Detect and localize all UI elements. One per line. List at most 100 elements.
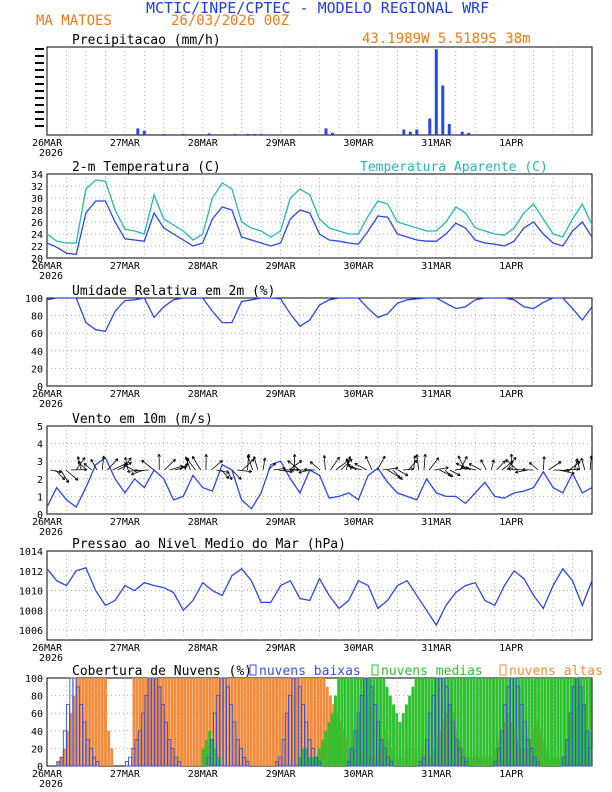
cloud-mid-bar — [479, 678, 483, 766]
wind-arrow-head — [576, 459, 578, 463]
cloud-high-bar — [180, 678, 183, 766]
cloud-mid-bar — [417, 678, 421, 766]
cloud-high-bar — [97, 678, 101, 766]
precip-bar — [181, 133, 185, 135]
wind-arrow-head — [124, 456, 128, 460]
header-title: MCTIC/INPE/CPTEC - MODELO REGIONAL WRF — [146, 0, 489, 17]
wind-arrow-head — [186, 463, 189, 467]
x-tick-label: 26MAR — [32, 389, 63, 400]
x-tick-label: 1APR — [499, 261, 524, 272]
wind-arrow — [141, 460, 155, 471]
apparent-temp-line — [46, 179, 593, 244]
wind-arrow-head — [451, 473, 453, 478]
cloud-high-bar — [161, 678, 164, 766]
wind-arrow-head — [248, 453, 251, 457]
wind-arrow-head — [480, 459, 484, 462]
x-tick-label: 28MAR — [188, 138, 219, 149]
precip-bar — [434, 49, 438, 136]
wind-arrow-head — [581, 457, 584, 461]
wind-arrow — [112, 462, 128, 471]
y-tick-label: 80 — [31, 692, 43, 703]
wind-arrow — [457, 455, 466, 471]
y-tick-label: 0 — [37, 762, 43, 773]
wind-arrow-head — [90, 458, 94, 462]
y-tick-label: 1006 — [19, 626, 43, 637]
precip-bar — [142, 130, 146, 135]
legend-apparent-temp: Temperatura Aparente (C) — [360, 160, 548, 175]
wind-arrow-head — [58, 471, 62, 474]
wind-arrow-head — [157, 453, 160, 457]
y-tick-label: 100 — [25, 674, 43, 685]
wind-arrow-head — [464, 456, 468, 459]
wind-arrow-head — [413, 455, 416, 459]
header-coords: 43.1989W 5.5189S 38m — [362, 31, 531, 47]
cloud-high-bar — [249, 678, 253, 766]
cloud-mid-bar — [304, 748, 308, 766]
cloud-low-bar — [317, 761, 322, 767]
legend-low-clouds: nuvens baixas — [259, 664, 361, 679]
cloud-high-bar — [208, 678, 212, 766]
cloud-low-bar — [588, 747, 593, 767]
cloud-low-bar — [177, 761, 181, 767]
wind-arrow-head — [424, 453, 427, 457]
wind-arrow-head — [300, 460, 303, 464]
pressure-line — [46, 567, 593, 627]
precip-bar — [447, 124, 451, 135]
wind-arrow-head — [264, 457, 267, 461]
x-tick-label: 29MAR — [266, 517, 297, 528]
x-tick-label: 30MAR — [343, 769, 374, 780]
wind-arrow — [65, 469, 79, 481]
wind-arrow — [55, 469, 65, 480]
cloud-high-bar — [262, 678, 266, 766]
cloud-mid-bar — [550, 678, 554, 766]
wind-arrow-head — [123, 464, 126, 468]
cloud-high-bar — [75, 678, 79, 766]
wind-arrow-head — [172, 458, 176, 461]
wind-arrow-head — [350, 459, 353, 463]
wind-arrow — [330, 456, 340, 471]
wind-arrow — [288, 460, 303, 471]
precip-bar — [408, 131, 412, 135]
wind-arrow — [354, 463, 368, 471]
cloud-mid-bar — [404, 704, 408, 766]
wind-arrow-head — [468, 463, 472, 467]
y-tick-label: 40 — [31, 727, 43, 738]
cloud-mid-bar — [566, 678, 570, 766]
wind-arrow — [192, 456, 202, 471]
wind-arrow-head — [346, 458, 350, 461]
y-tick-label: 5 — [37, 422, 43, 433]
cloud-mid-bar — [488, 678, 492, 766]
wind-arrow-head — [528, 462, 531, 466]
wind-arrow-head — [415, 460, 418, 464]
x-tick-label: 31MAR — [421, 643, 452, 654]
wind-arrow-head — [507, 468, 511, 471]
cloud-high-bar — [240, 678, 244, 766]
cloud-mid-bar — [385, 686, 389, 766]
wind-arrow — [226, 469, 233, 480]
precip-bar — [330, 132, 334, 135]
cloud-mid-bar — [408, 695, 412, 766]
cloud-low-bar — [124, 761, 129, 767]
wind-arrow-head — [289, 469, 293, 473]
wind-arrow-head — [465, 466, 469, 469]
cloud-high-bar — [275, 678, 279, 766]
wind-arrow — [134, 469, 149, 472]
wind-arrow-head — [127, 469, 131, 472]
wind-arrow — [506, 456, 517, 471]
x-tick-label: 27MAR — [110, 138, 141, 149]
wind-arrow-head — [347, 456, 351, 459]
cloud-high-bar — [284, 678, 288, 766]
cloud-mid-bar — [382, 678, 386, 766]
cloud-high-bar — [294, 678, 298, 766]
x-tick-label: 30MAR — [343, 389, 374, 400]
cloud-mid-bar — [521, 678, 524, 766]
cloud-mid-bar — [501, 678, 505, 766]
cloud-mid-bar — [540, 678, 544, 766]
cloud-high-bar — [132, 678, 136, 766]
precip-bar — [233, 133, 237, 135]
x-tick-label: 27MAR — [110, 769, 141, 780]
wind-arrow-head — [303, 467, 307, 470]
x-year-label: 2026 — [39, 271, 63, 282]
cloud-high-bar — [243, 678, 247, 766]
wind-arrow-head — [460, 466, 464, 469]
